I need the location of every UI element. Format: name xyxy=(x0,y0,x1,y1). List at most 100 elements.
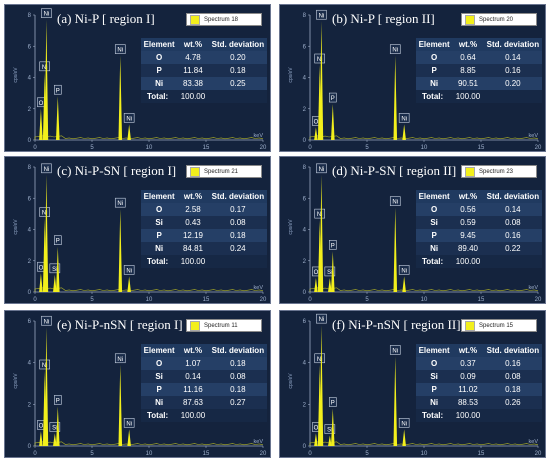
table-row: P 9.45 0.16 xyxy=(416,229,542,242)
spectrum-name: Spectrum 23 xyxy=(479,168,514,175)
y-tick-label: 6 xyxy=(28,319,32,325)
table-cell: 0.16 xyxy=(483,229,542,242)
table-cell: 0.18 xyxy=(208,357,267,370)
total-empty xyxy=(483,255,542,268)
table-cell: 0.08 xyxy=(483,370,542,383)
total-empty xyxy=(208,255,267,268)
peak-label: Si xyxy=(327,270,332,276)
y-tick-label: 2 xyxy=(28,259,32,265)
table-row: Si 0.09 0.08 xyxy=(416,370,542,383)
peak-label-box xyxy=(314,208,325,219)
peak-label: P xyxy=(56,398,60,404)
y-axis-label: cps/eV xyxy=(13,67,19,83)
panel-title: (e) Ni-P-nSN [ region I] xyxy=(57,317,183,332)
table-row: O 1.07 0.18 xyxy=(141,357,267,370)
y-tick-label: 8 xyxy=(303,165,307,171)
spectrum-peak xyxy=(314,277,318,292)
spectrum-panel: 0 2 4 6 8 0 5 10 15 20 keV cps/eV O Ni Ni P Ni Ni (a) Ni-P… xyxy=(4,4,271,152)
table-header: wt.% xyxy=(452,190,484,203)
table-row: O 0.37 0.16 xyxy=(416,357,542,370)
table-header: Element xyxy=(416,344,453,357)
x-tick-label: 20 xyxy=(535,145,542,151)
y-tick-label: 2 xyxy=(303,402,307,408)
x-tick-label: 10 xyxy=(421,145,428,151)
table-cell: 0.37 xyxy=(452,357,484,370)
y-tick-label: 4 xyxy=(303,76,307,82)
y-tick-label: 4 xyxy=(303,228,307,234)
table-cell: 0.16 xyxy=(483,64,542,77)
x-tick-label: 0 xyxy=(308,451,312,457)
total-empty xyxy=(208,409,267,422)
table-cell: Si xyxy=(416,216,453,229)
x-tick-label: 0 xyxy=(308,297,312,303)
peak-label-box xyxy=(328,397,337,407)
spectrum-panel: 0 2 4 6 8 0 5 10 15 20 keV cps/eV O Ni Ni Si P Ni Ni (d) Ni… xyxy=(279,156,546,304)
spectrum-peak xyxy=(56,96,60,140)
x-tick-label: 5 xyxy=(365,297,369,303)
spectrum-baseline xyxy=(309,441,539,446)
table-cell: Si xyxy=(416,370,453,383)
table-cell: 0.09 xyxy=(452,370,484,383)
x-tick-label: 15 xyxy=(478,451,485,457)
spectrum-badge: Spectrum 15 xyxy=(461,319,537,332)
table-cell: 0.24 xyxy=(208,242,267,255)
peak-label-box xyxy=(389,44,401,54)
peak-label-box xyxy=(123,418,135,428)
peak-label-box xyxy=(41,8,52,18)
total-value: 100.00 xyxy=(452,90,484,103)
peak-label: Ni xyxy=(42,65,48,71)
table-cell: 8.85 xyxy=(452,64,484,77)
spectrum-peak xyxy=(118,55,123,140)
x-tick-label: 20 xyxy=(260,297,267,303)
spectrum-peak xyxy=(319,174,324,292)
spectrum-panel: 0 2 4 6 0 5 10 15 20 keV cps/eV O Ni Ni Si P Ni Ni (f) Ni-… xyxy=(279,310,546,458)
y-tick-label: 2 xyxy=(28,107,32,113)
table-row: Ni 88.53 0.26 xyxy=(416,396,542,409)
table-cell: 0.17 xyxy=(208,203,267,216)
total-label: Total: xyxy=(141,90,178,103)
peak-label: O xyxy=(314,270,319,276)
y-tick-label: 6 xyxy=(28,44,32,50)
table-cell: 2.58 xyxy=(177,203,209,216)
spectrum-peak xyxy=(402,276,406,292)
peak-label-box xyxy=(41,163,52,174)
spectrum-peak xyxy=(331,104,335,140)
spectrum-peak xyxy=(314,127,318,140)
spectrum-peak xyxy=(393,356,398,446)
table-cell: 0.18 xyxy=(208,64,267,77)
spectrum-peak xyxy=(402,124,406,140)
x-axis-label: keV xyxy=(254,285,264,291)
table-cell: 11.16 xyxy=(177,383,209,396)
peak-label: P xyxy=(331,96,335,102)
y-tick-label: 4 xyxy=(28,76,32,82)
table-header: Element xyxy=(141,344,178,357)
spectrum-peak xyxy=(314,433,318,446)
x-axis-label: keV xyxy=(254,133,264,139)
table-row: P 11.16 0.18 xyxy=(141,383,267,396)
peak-label: Ni xyxy=(401,421,407,427)
y-tick-label: 6 xyxy=(28,196,32,202)
table-total-row: Total: 100.00 xyxy=(416,409,542,422)
table-cell: O xyxy=(416,203,453,216)
y-tick-label: 2 xyxy=(28,402,32,408)
total-value: 100.00 xyxy=(177,90,209,103)
spectrum-peak xyxy=(127,276,131,292)
x-tick-label: 15 xyxy=(478,297,485,303)
table-cell: 0.08 xyxy=(483,216,542,229)
table-cell: 0.14 xyxy=(483,203,542,216)
spectrum-peak xyxy=(331,408,335,446)
table-row: P 11.02 0.18 xyxy=(416,383,542,396)
spectrum-badge: Spectrum 18 xyxy=(186,13,262,26)
table-cell: 0.20 xyxy=(208,51,267,64)
table-total-row: Total: 100.00 xyxy=(416,255,542,268)
peak-label-box xyxy=(53,84,62,95)
table-cell: O xyxy=(141,51,178,64)
peak-label-box xyxy=(389,345,401,355)
y-tick-label: 4 xyxy=(28,361,32,367)
x-tick-label: 0 xyxy=(33,145,37,151)
y-axis-label: cps/eV xyxy=(288,67,294,83)
peak-label-box xyxy=(39,359,50,370)
peak-label: Ni xyxy=(319,317,325,323)
